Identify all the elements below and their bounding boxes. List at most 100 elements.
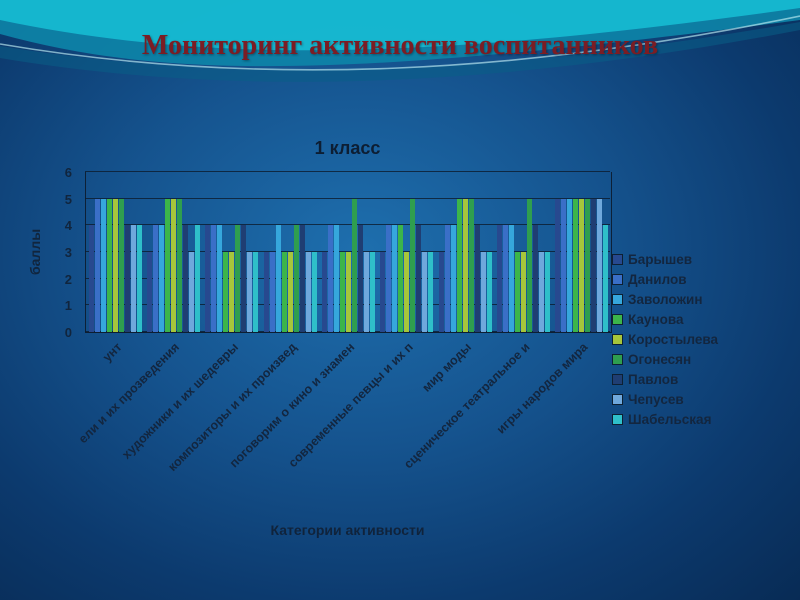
y-tick-label: 0 [64,325,72,340]
bar-Коростылева [170,198,176,332]
x-category-label: сценическое театральное и [401,340,533,472]
bar-Павлов [241,225,247,332]
legend-swatch [612,314,623,325]
y-ticks: 0 1 2 3 4 5 6 [52,165,76,340]
legend-item: Шабельская [612,412,718,427]
x-category-label: поговорим о кино и знамен [227,340,358,471]
bar-Огонесян [410,198,416,332]
bar-Чепусев [422,252,428,332]
bar-Заволожин [450,225,456,332]
bar-Заволожин [508,225,514,332]
bar-cluster [494,172,552,332]
bar-Барышев [263,252,269,332]
bar-Данилов [444,225,450,332]
bar-Шабельская [194,225,200,332]
legend-label: Данилов [628,272,687,287]
bar-cluster [319,172,377,332]
bar-Огонесян [468,198,474,332]
plot-area [85,172,612,333]
bar-cluster [144,172,202,332]
bar-Павлов [532,225,538,332]
bar-Заволожин [100,198,106,332]
bar-Шабельская [369,252,375,332]
bar-Коростылева [520,252,526,332]
x-category-label: современные певцы и их п [285,340,416,471]
x-category-label: мир моды [419,340,475,395]
bar-Огонесян [235,225,241,332]
y-tick-label: 6 [64,165,72,180]
bar-cluster [203,172,261,332]
bar-Барышев [380,252,386,332]
bar-Шабельская [428,252,434,332]
x-category-label: ели и их прозведения [76,340,183,447]
bar-Шабельская [253,252,259,332]
bar-Шабельская [544,252,550,332]
legend-item: Заволожин [612,292,718,307]
legend-swatch [612,414,623,425]
bar-Шабельская [603,225,609,332]
bar-Данилов [269,252,275,332]
legend-swatch [612,354,623,365]
legend: Барышев Данилов Заволожин Каунова Коростылев… [612,252,718,427]
bar-Каунова [514,252,520,332]
bar-Павлов [299,225,305,332]
legend-label: Шабельская [628,412,712,427]
bar-Павлов [182,225,188,332]
bar-Барышев [496,225,502,332]
bar-Чепусев [130,225,136,332]
bar-Коростылева [579,198,585,332]
chart-title: 1 класс [314,138,381,158]
legend-label: Огонесян [628,352,692,367]
legend-swatch [612,254,623,265]
bar-Каунова [339,252,345,332]
bar-Барышев [438,252,444,332]
bar-cluster [553,172,611,332]
bar-Чепусев [188,252,194,332]
bar-Каунова [106,198,112,332]
bar-Коростылева [404,252,410,332]
bar-Барышев [205,225,211,332]
x-axis-title: Категории активности [270,522,425,538]
bar-Каунова [281,252,287,332]
legend-swatch [612,334,623,345]
bar-Огонесян [293,225,299,332]
y-tick-label: 2 [64,271,72,287]
bar-Коростылева [229,252,235,332]
bar-Данилов [561,198,567,332]
bar-Данилов [502,225,508,332]
bar-Чепусев [363,252,369,332]
bar-Коростылева [462,198,468,332]
legend-swatch [612,294,623,305]
bar-Шабельская [486,252,492,332]
bar-Данилов [152,225,158,332]
legend-swatch [612,374,623,385]
bar-Огонесян [526,198,532,332]
bar-Заволожин [217,225,223,332]
bar-cluster [436,172,494,332]
bar-Барышев [146,252,152,332]
x-category-label: художники и их шедевры [118,340,241,462]
bar-Барышев [555,198,561,332]
legend-label: Павлов [628,372,679,387]
bar-Данилов [211,225,217,332]
y-tick-label: 4 [64,218,72,234]
bar-Каунова [223,252,229,332]
legend-label: Барышев [628,252,693,267]
bar-Чепусев [597,198,603,332]
bar-Заволожин [158,225,164,332]
bar-Огонесян [351,198,357,332]
bar-Заволожин [275,225,281,332]
bar-Шабельская [136,225,142,332]
legend-swatch [612,394,623,405]
bar-Павлов [591,198,597,332]
bar-Павлов [124,225,130,332]
bar-Каунова [573,198,579,332]
bar-Огонесян [118,198,124,332]
legend-swatch [612,274,623,285]
legend-label: Каунова [628,312,684,327]
legend-item: Чепусев [612,392,718,407]
bar-Чепусев [305,252,311,332]
bar-Коростылева [287,252,293,332]
legend-item: Коростылева [612,332,718,347]
